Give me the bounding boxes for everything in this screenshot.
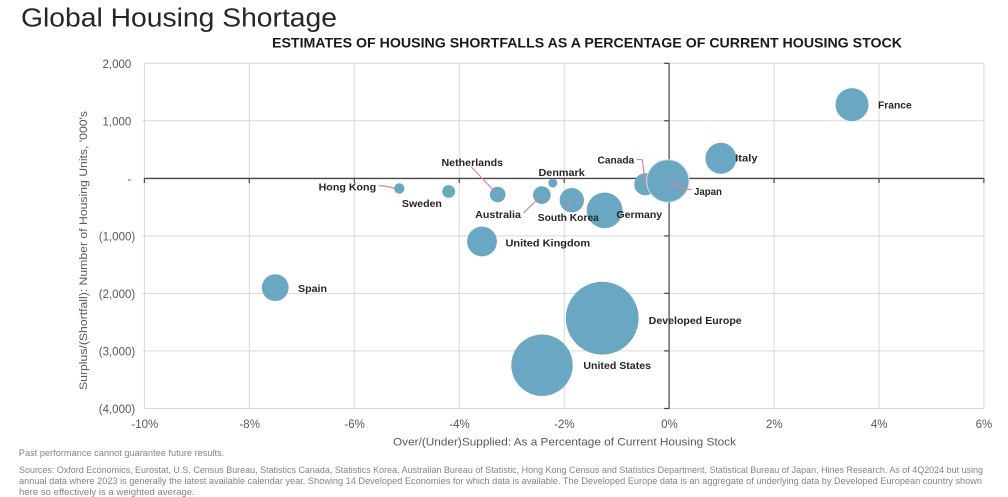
- svg-text:Italy: Italy: [735, 153, 758, 165]
- svg-text:annual data where 2023 is gene: annual data where 2023 is generally the …: [19, 476, 982, 487]
- svg-text:Sources: Oxford Economics, Eur: Sources: Oxford Economics, Eurostat, U.S…: [19, 465, 983, 476]
- svg-text:Developed Europe: Developed Europe: [649, 315, 742, 327]
- svg-text:Spain: Spain: [298, 283, 327, 295]
- svg-text:Global Housing Shortage: Global Housing Shortage: [21, 5, 337, 33]
- svg-text:France: France: [878, 100, 912, 112]
- svg-text:2%: 2%: [766, 419, 783, 431]
- svg-text:(2,000): (2,000): [99, 289, 136, 301]
- svg-text:2,000: 2,000: [103, 59, 132, 71]
- svg-text:-4%: -4%: [449, 419, 469, 431]
- svg-text:(4,000): (4,000): [99, 404, 136, 416]
- svg-text:Hong Kong: Hong Kong: [319, 181, 377, 193]
- svg-text:Over/(Under)Supplied: As a Per: Over/(Under)Supplied: As a Percentage of…: [393, 436, 737, 448]
- svg-text:-: -: [127, 174, 131, 186]
- svg-text:0%: 0%: [661, 419, 678, 431]
- svg-text:United Kingdom: United Kingdom: [506, 237, 591, 249]
- svg-text:(3,000): (3,000): [99, 347, 136, 359]
- svg-text:Surplus/(Shortfall): Number of: Surplus/(Shortfall): Number of Housing U…: [78, 110, 90, 390]
- svg-text:-8%: -8%: [239, 419, 259, 431]
- svg-text:Germany: Germany: [616, 209, 662, 221]
- svg-text:Sweden: Sweden: [402, 198, 442, 210]
- svg-text:Netherlands: Netherlands: [442, 157, 504, 169]
- svg-text:1,000: 1,000: [103, 117, 132, 129]
- svg-text:Japan: Japan: [694, 186, 722, 198]
- svg-text:Australia: Australia: [475, 209, 521, 221]
- svg-text:Denmark: Denmark: [539, 167, 585, 179]
- svg-text:-2%: -2%: [554, 419, 574, 431]
- svg-text:United States: United States: [583, 360, 651, 372]
- svg-text:Canada: Canada: [598, 154, 635, 166]
- svg-text:ESTIMATES OF HOUSING SHORTFALL: ESTIMATES OF HOUSING SHORTFALLS AS A PER…: [272, 35, 902, 51]
- svg-text:Past performance cannot guaran: Past performance cannot guarantee future…: [19, 448, 225, 459]
- svg-text:(1,000): (1,000): [99, 232, 136, 244]
- svg-text:here so effectively is a weigh: here so effectively is a weighted averag…: [19, 487, 195, 497]
- svg-text:South Korea: South Korea: [538, 212, 599, 224]
- svg-text:-10%: -10%: [131, 419, 158, 431]
- svg-text:-6%: -6%: [344, 419, 364, 431]
- svg-text:6%: 6%: [976, 419, 993, 431]
- svg-text:4%: 4%: [871, 419, 888, 431]
